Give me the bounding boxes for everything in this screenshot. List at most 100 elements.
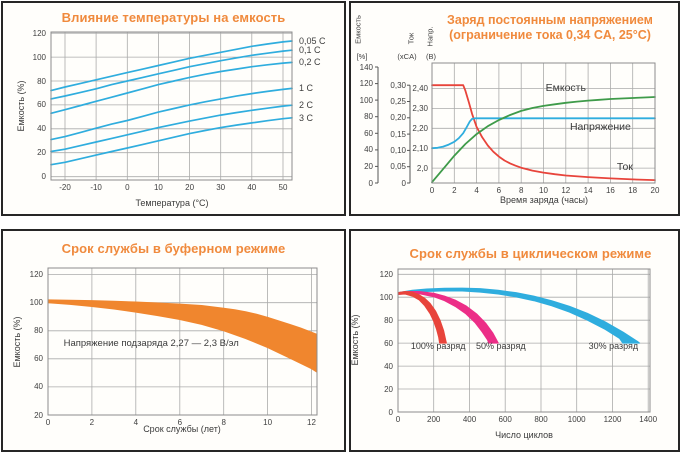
panel-title: Срок службы в буферном режиме (61, 241, 286, 256)
x-tick-label: 600 (498, 415, 512, 424)
inplot-label: 30% разряд (588, 341, 639, 352)
chart-area: 0 200 400 600 800 1000 1200 1400 0 20 40 60 80 100 120… (351, 231, 678, 450)
y-tick-label: 120 (32, 28, 46, 38)
y-tick-label: 0 (41, 172, 46, 182)
series-label: 2 C (299, 100, 314, 111)
y-tick-label: 2,0 (416, 163, 428, 173)
x-tick-label: 30 (216, 183, 226, 192)
y-tick-label: 100 (379, 292, 393, 302)
y-tick-label: 0,15 (390, 129, 406, 139)
y-tick-label: 120 (29, 270, 43, 280)
y-tick-label: 20 (384, 384, 393, 394)
y-tick-label: 0 (401, 178, 406, 188)
x-axis-label: Срок службы (лет) (143, 424, 221, 434)
x-tick-label: -10 (90, 183, 102, 192)
panel-title-line2: (ограничение тока 0,34 CA, 25°C) (449, 28, 651, 42)
axis-name-vertical: Емкость (353, 15, 363, 44)
inplot-label: Напряжение подзаряда 2,27 — 2,3 В/эл (63, 338, 239, 350)
y-tick-label: 60 (364, 128, 373, 138)
inplot-label: 50% разряд (476, 341, 526, 352)
inplot-label: 100% разряд (410, 341, 466, 352)
chart-canvas (375, 62, 656, 184)
x-tick-label: 10 (263, 418, 273, 427)
x-axis-label: Температура (°C) (135, 198, 209, 208)
y-tick-label: 60 (34, 354, 43, 364)
x-tick-label: 400 (462, 415, 477, 424)
chart-canvas (50, 31, 293, 181)
x-tick-label: 2 (89, 418, 95, 427)
chart-canvas (47, 267, 318, 416)
x-tick-label: 20 (650, 186, 660, 195)
series-label: 0,1 C (299, 45, 321, 56)
series-label: 0,05 C (299, 36, 326, 46)
x-tick-label: 2 (452, 186, 457, 195)
y-tick-label: 80 (384, 315, 393, 325)
x-tick-label: 40 (247, 183, 257, 192)
y-tick-label: 20 (37, 148, 46, 158)
x-tick-label: 1400 (639, 415, 658, 424)
y-tick-label: 80 (37, 76, 46, 86)
y-tick-label: 100 (32, 52, 46, 62)
y-tick-label: 40 (384, 361, 393, 371)
y-tick-label: 100 (359, 95, 373, 105)
y-tick-label: 0,20 (390, 113, 406, 123)
inplot-label: Напряжение (569, 121, 631, 134)
x-tick-label: 0 (429, 186, 435, 195)
panel-float-service-life: Срок службы в буферном режиме Емкость (%… (1, 229, 346, 452)
x-axis-label: Число циклов (495, 430, 553, 440)
y-tick-label: 140 (359, 62, 373, 72)
series-label: 3 C (299, 112, 314, 123)
x-tick-label: 200 (427, 415, 441, 424)
x-axis-label: Время заряда (часы) (500, 195, 588, 205)
y-tick-label: 0 (368, 178, 373, 188)
x-tick-label: 6 (177, 418, 183, 427)
x-tick-label: 12 (561, 186, 571, 195)
axis-unit: [%] (356, 52, 368, 61)
y-tick-label: 0,30 (390, 80, 406, 90)
y-tick-label: 40 (37, 124, 46, 134)
y-tick-label: 0 (388, 407, 393, 417)
y-tick-label: 60 (384, 338, 393, 348)
x-tick-label: 12 (307, 418, 316, 427)
panel-constant-voltage-charge: Заряд постоянным напряжением (ограничени… (349, 1, 680, 216)
y-tick-label: 20 (34, 410, 43, 420)
y-tick-label: 60 (37, 100, 46, 110)
x-tick-label: 50 (278, 183, 288, 192)
x-tick-label: 6 (496, 186, 502, 195)
panel-title-line1: Заряд постоянным напряжением (447, 13, 653, 27)
y-tick-label: 2,40 (412, 84, 428, 93)
chart-area: 0 2 4 6 8 10 12 14 16 18 20 0 20 40 60 80 100 120 140 Емкос… (351, 3, 678, 214)
panel-temperature-effect: Влияние температуры на емкость Емкость (… (1, 1, 346, 216)
y-tick-label: 100 (29, 298, 43, 308)
x-tick-label: -20 (59, 183, 71, 192)
series-label: 0,2 C (299, 57, 321, 68)
series-label: 1 C (299, 83, 314, 94)
chart-canvas (397, 268, 651, 413)
y-tick-label: 0,05 (390, 162, 406, 172)
x-tick-label: 1200 (603, 415, 622, 424)
x-tick-label: 8 (518, 186, 524, 195)
y-tick-label: 80 (364, 112, 373, 122)
y-tick-label: 20 (364, 161, 373, 171)
x-tick-label: 20 (185, 183, 195, 192)
chart-area: 0 2 4 6 8 10 12 20 40 60 80 100 120 Напряжение подзар… (3, 231, 344, 450)
x-tick-label: 14 (583, 186, 593, 195)
x-tick-label: 10 (153, 183, 163, 192)
y-tick-label: 120 (359, 79, 373, 89)
inplot-label: Ток (616, 161, 633, 173)
y-tick-label: 40 (34, 382, 43, 392)
x-tick-label: 16 (605, 186, 615, 195)
panel-title: Заряд постоянным напряжением (ограничени… (424, 13, 676, 43)
y-tick-label: 120 (379, 269, 393, 279)
panel-title: Влияние температуры на емкость (61, 10, 286, 25)
x-tick-label: 4 (133, 418, 139, 427)
y-tick-label: 2,20 (412, 123, 428, 133)
y-tick-label: 2,10 (412, 143, 428, 153)
y-tick-label: 2,30 (412, 103, 428, 113)
panel-title: Срок службы в циклическом режиме (409, 246, 652, 261)
y-tick-label: 80 (34, 326, 43, 336)
panel-cycle-service-life: Срок службы в циклическом режиме Емкость… (349, 229, 680, 452)
y-tick-label: 0,10 (390, 145, 406, 155)
x-tick-label: 0 (125, 183, 130, 192)
